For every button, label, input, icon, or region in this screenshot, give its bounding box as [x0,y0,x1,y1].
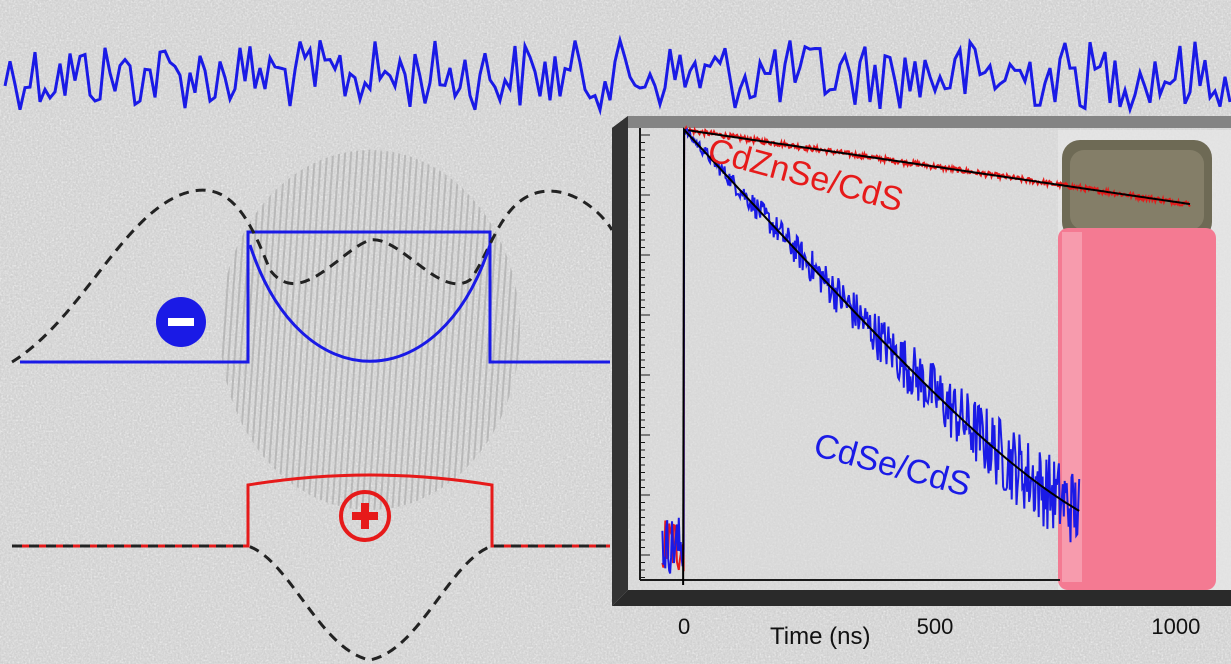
x-tick-label: 500 [917,614,954,639]
hole-potential-line [20,473,610,548]
electron-potential-line [20,230,610,364]
electron-well-curve [248,244,492,363]
plus-sign-vertical [361,503,369,529]
y-axis-ticks [640,134,650,578]
x-tick-labels: 0 500 1000 [678,614,1200,639]
series-fit-0 [683,128,1191,206]
x-axis-label: Time (ns) [770,623,870,650]
hole-icon [339,490,391,542]
x-tick-label: 0 [678,614,690,639]
series-layer [661,125,1191,586]
chart-bottom-face [612,590,1231,606]
decay-chart: 0 500 1000 Time (ns) CdZnSe/CdS CdSe/CdS [612,116,1231,650]
minus-sign-icon [168,318,194,326]
vial-liquid [1058,228,1216,590]
lattice-fringes [220,150,520,510]
vial-photo [1058,130,1231,590]
electron-wavefunction [11,188,614,364]
rise-edge [682,129,686,586]
hole-wavefunction [12,544,612,662]
chart-left-face [612,116,628,606]
hole-band-diagram [12,473,612,662]
series-fit-1 [683,127,1080,512]
x-tick-label: 1000 [1151,614,1200,639]
electron-band-diagram [11,188,614,364]
noise-trace [3,34,1231,116]
